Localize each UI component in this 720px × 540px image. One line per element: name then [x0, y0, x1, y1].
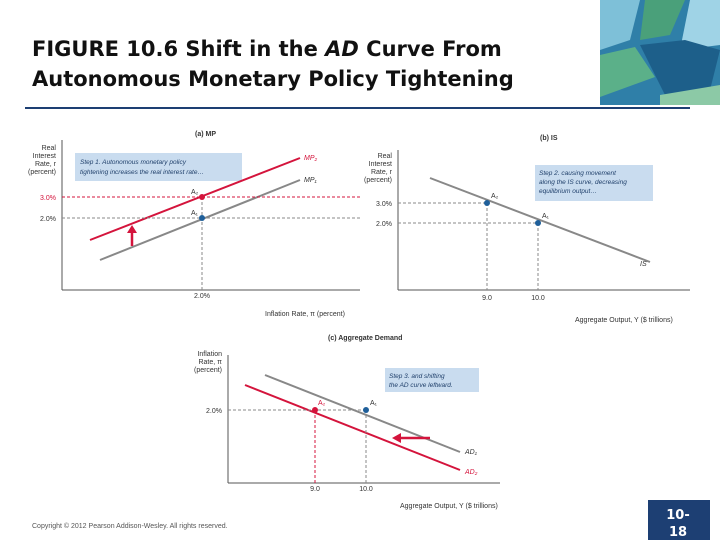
- point-label: A₁: [191, 210, 199, 217]
- point-label: A₂: [318, 400, 326, 407]
- y-label: Rate, r: [35, 161, 57, 168]
- x-tick-label: 10.0: [531, 295, 545, 302]
- y-tick-label: 2.0%: [376, 221, 392, 228]
- x-label: Aggregate Output, Y ($ trillions): [400, 503, 498, 510]
- curve-label: MP₂: [304, 155, 318, 162]
- y-label: (percent): [28, 169, 56, 176]
- y-tick-label: 2.0%: [40, 216, 56, 223]
- x-label: Aggregate Output, Y ($ trillions): [575, 317, 673, 324]
- panel-c: [227, 355, 500, 484]
- x-tick-label: 9.0: [482, 295, 492, 302]
- note: along the IS curve, decreasing: [539, 179, 627, 186]
- page-number: 18: [669, 525, 687, 540]
- x-tick-label: 10.0: [359, 486, 373, 493]
- point-label: A₂: [491, 193, 499, 200]
- panel-b: [397, 150, 690, 291]
- y-tick-label: 3.0%: [40, 195, 56, 202]
- panel-title: (c) Aggregate Demand: [328, 335, 402, 342]
- point-label: A₁: [542, 213, 550, 220]
- panel-a: [61, 140, 360, 291]
- curve-label: IS: [640, 261, 647, 268]
- x-label: Inflation Rate, π (percent): [265, 311, 345, 318]
- y-tick-label: 2.0%: [206, 408, 222, 415]
- y-label: Real: [42, 145, 57, 152]
- panel-title: (a) MP: [195, 131, 216, 138]
- point-label: A₁: [370, 400, 378, 407]
- title: Autonomous Monetary Policy Tightening: [32, 67, 514, 91]
- curve-label: AD₂: [464, 469, 478, 476]
- y-label: (percent): [364, 177, 392, 184]
- note: the AD curve leftward.: [389, 382, 453, 389]
- y-label: Rate, π: [198, 359, 222, 366]
- y-label: Interest: [33, 153, 56, 160]
- x-tick-label: 9.0: [310, 486, 320, 493]
- note: equilibrium output…: [539, 188, 597, 195]
- y-label: Interest: [369, 161, 392, 168]
- y-tick-label: 3.0%: [376, 201, 392, 208]
- panel-title: (b) IS: [540, 135, 558, 142]
- y-label: (percent): [194, 367, 222, 374]
- note: Step 2. causing movement: [539, 170, 617, 177]
- copyright: Copyright © 2012 Pearson Addison-Wesley.…: [32, 522, 228, 530]
- note: tightening increases the real interest r…: [80, 169, 204, 176]
- curve-label: MP₁: [304, 177, 318, 184]
- note: Step 1. Autonomous monetary policy: [80, 159, 187, 166]
- x-tick-label: 2.0%: [194, 293, 210, 300]
- curve-label: AD₁: [464, 449, 478, 456]
- title: FIGURE 10.6 Shift in the AD Curve From: [32, 37, 502, 61]
- note: Step 3. and shifting: [389, 373, 445, 380]
- page-box: [648, 500, 710, 540]
- mosaic: [600, 0, 720, 105]
- y-label: Inflation: [197, 351, 222, 358]
- page-number: 10-: [666, 508, 690, 523]
- point-label: A₂: [191, 189, 199, 196]
- y-label: Real: [378, 153, 393, 160]
- y-label: Rate, r: [371, 169, 393, 176]
